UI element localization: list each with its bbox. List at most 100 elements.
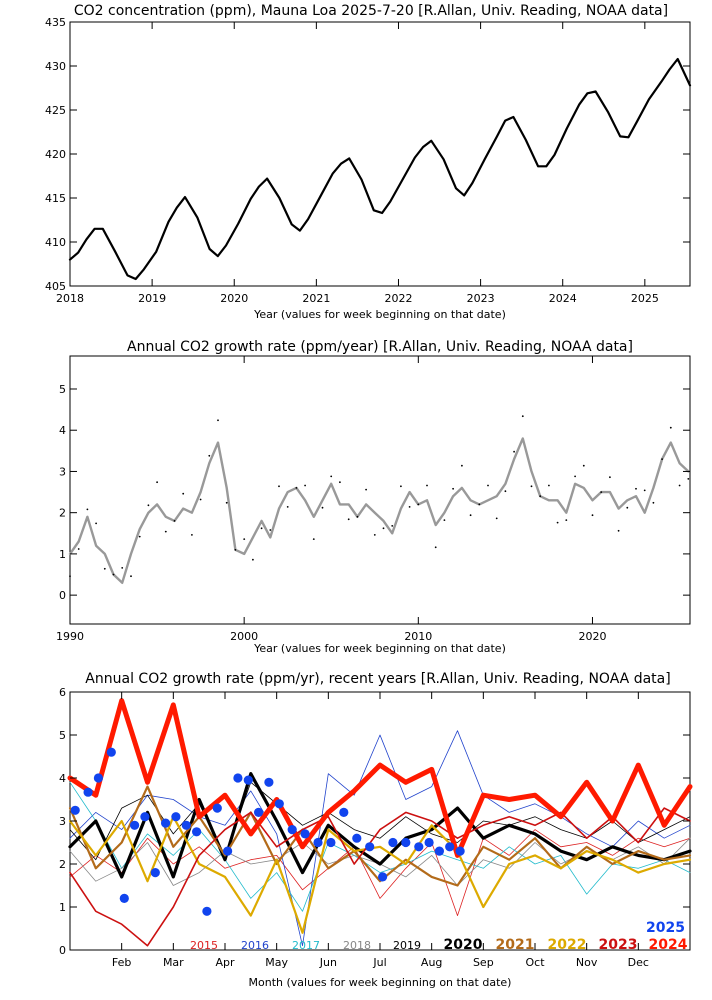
weekly-value-dot-65 xyxy=(635,487,637,490)
weekly-value-dot-4 xyxy=(103,567,106,570)
weekly-value-dot-11 xyxy=(164,530,167,533)
data-point-2025-13 xyxy=(212,803,222,813)
data-point-2025-33 xyxy=(445,842,455,852)
data-point-2025-14 xyxy=(223,846,233,856)
x-tick-label: 1990 xyxy=(56,630,84,643)
x-tick-label: Aug xyxy=(421,956,442,969)
weekly-value-dot-42 xyxy=(434,546,437,549)
panel2-x-axis-label: Year (values for week beginning on that … xyxy=(253,642,506,655)
weekly-value-dot-30 xyxy=(330,475,333,478)
weekly-value-dot-54 xyxy=(539,495,542,498)
data-point-2025-19 xyxy=(274,799,284,809)
data-point-2025-16 xyxy=(243,775,253,785)
weekly-value-dot-55 xyxy=(548,484,550,487)
weekly-value-dot-26 xyxy=(295,487,298,489)
legend-label-2024: 2024 xyxy=(649,937,688,953)
weekly-value-dot-3 xyxy=(95,522,97,525)
data-point-2025-21 xyxy=(300,829,310,839)
series-line-2015 xyxy=(69,829,691,916)
weekly-value-dot-36 xyxy=(382,527,385,530)
weekly-value-dot-17 xyxy=(217,419,219,422)
weekly-value-dot-21 xyxy=(252,558,254,561)
weekly-value-dot-6 xyxy=(121,567,124,569)
series-line-2023 xyxy=(69,807,691,947)
y-tick-label: 420 xyxy=(45,148,66,161)
series-line-2017 xyxy=(69,781,691,912)
weekly-value-dot-1 xyxy=(77,548,80,550)
weekly-value-dot-23 xyxy=(269,529,272,531)
data-point-2025-23 xyxy=(326,837,336,848)
weekly-value-dot-22 xyxy=(260,527,263,530)
y-tick-label: 425 xyxy=(45,104,66,117)
x-tick-label: 2021 xyxy=(302,292,330,305)
data-point-2025-18 xyxy=(264,777,274,787)
weekly-value-dot-60 xyxy=(591,514,594,517)
panel1-plot-frame xyxy=(69,21,691,287)
series-line-growth-rate-smoothed xyxy=(68,437,690,584)
series-line-2016 xyxy=(69,730,691,947)
data-point-2025-10 xyxy=(181,820,191,830)
y-tick-label: 405 xyxy=(45,280,66,293)
y-tick-label: 3 xyxy=(59,465,66,478)
data-point-2025-7 xyxy=(150,868,160,878)
y-tick-label: 435 xyxy=(45,16,66,29)
weekly-value-dot-70 xyxy=(678,484,681,487)
weekly-value-dot-34 xyxy=(365,488,367,491)
weekly-value-dot-32 xyxy=(347,518,350,521)
data-point-2025-9 xyxy=(171,812,181,822)
x-tick-label: Oct xyxy=(525,956,545,969)
weekly-value-dot-27 xyxy=(304,484,306,487)
weekly-value-dot-69 xyxy=(669,426,672,429)
weekly-value-dot-39 xyxy=(408,506,411,508)
data-point-2025-6 xyxy=(140,812,150,822)
weekly-value-dot-66 xyxy=(643,489,646,492)
weekly-value-dot-68 xyxy=(661,458,663,460)
y-tick-label: 415 xyxy=(45,192,66,205)
data-point-2025-28 xyxy=(388,837,398,848)
x-tick-label: 2000 xyxy=(230,630,258,643)
y-tick-label: 1 xyxy=(59,548,66,561)
weekly-value-dot-15 xyxy=(199,498,202,501)
weekly-value-dot-52 xyxy=(521,415,524,418)
weekly-value-dot-46 xyxy=(469,514,472,517)
weekly-value-dot-38 xyxy=(400,485,402,488)
legend-label-2015: 2015 xyxy=(190,939,218,952)
y-tick-label: 4 xyxy=(59,424,66,437)
legend-label-2023: 2023 xyxy=(599,937,638,953)
panel-co2-concentration: CO2 concentration (ppm), Mauna Loa 2025-… xyxy=(45,3,692,321)
data-point-2025-2 xyxy=(93,773,103,783)
panel3-title: Annual CO2 growth rate (ppm/yr), recent … xyxy=(85,671,670,687)
weekly-value-dot-8 xyxy=(138,535,141,538)
weekly-value-dot-64 xyxy=(626,506,629,509)
series-line-2021 xyxy=(68,785,692,887)
data-point-2025-34 xyxy=(455,846,465,856)
data-point-2025-12 xyxy=(202,906,212,916)
weekly-value-dot-31 xyxy=(339,481,341,484)
x-tick-label: Feb xyxy=(112,956,131,969)
x-tick-label: 2019 xyxy=(138,292,166,305)
weekly-value-dot-25 xyxy=(286,506,289,508)
weekly-value-dot-41 xyxy=(426,484,428,487)
weekly-value-dot-58 xyxy=(574,475,576,478)
y-tick-label: 2 xyxy=(59,858,66,871)
weekly-value-dot-49 xyxy=(495,517,498,520)
weekly-value-dot-19 xyxy=(234,548,237,551)
data-point-2025-30 xyxy=(414,842,424,852)
legend-label-2022: 2022 xyxy=(548,937,587,953)
data-point-2025-4 xyxy=(119,893,129,904)
y-tick-label: 0 xyxy=(59,944,66,957)
legend-label-2025: 2025 xyxy=(646,920,685,936)
data-point-2025-1 xyxy=(83,787,93,797)
weekly-value-dot-53 xyxy=(530,485,533,488)
legend-label-2019: 2019 xyxy=(393,939,421,952)
weekly-value-dot-40 xyxy=(417,503,420,506)
x-tick-label: 2022 xyxy=(384,292,412,305)
x-tick-label: Apr xyxy=(215,956,235,969)
weekly-value-dot-71 xyxy=(687,478,690,480)
weekly-value-dot-48 xyxy=(487,484,489,487)
panel3-x-axis-label: Month (values for week beginning on that… xyxy=(249,976,512,989)
data-point-2025-20 xyxy=(287,825,297,835)
x-tick-label: Nov xyxy=(576,956,598,969)
x-tick-label: Sep xyxy=(473,956,494,969)
